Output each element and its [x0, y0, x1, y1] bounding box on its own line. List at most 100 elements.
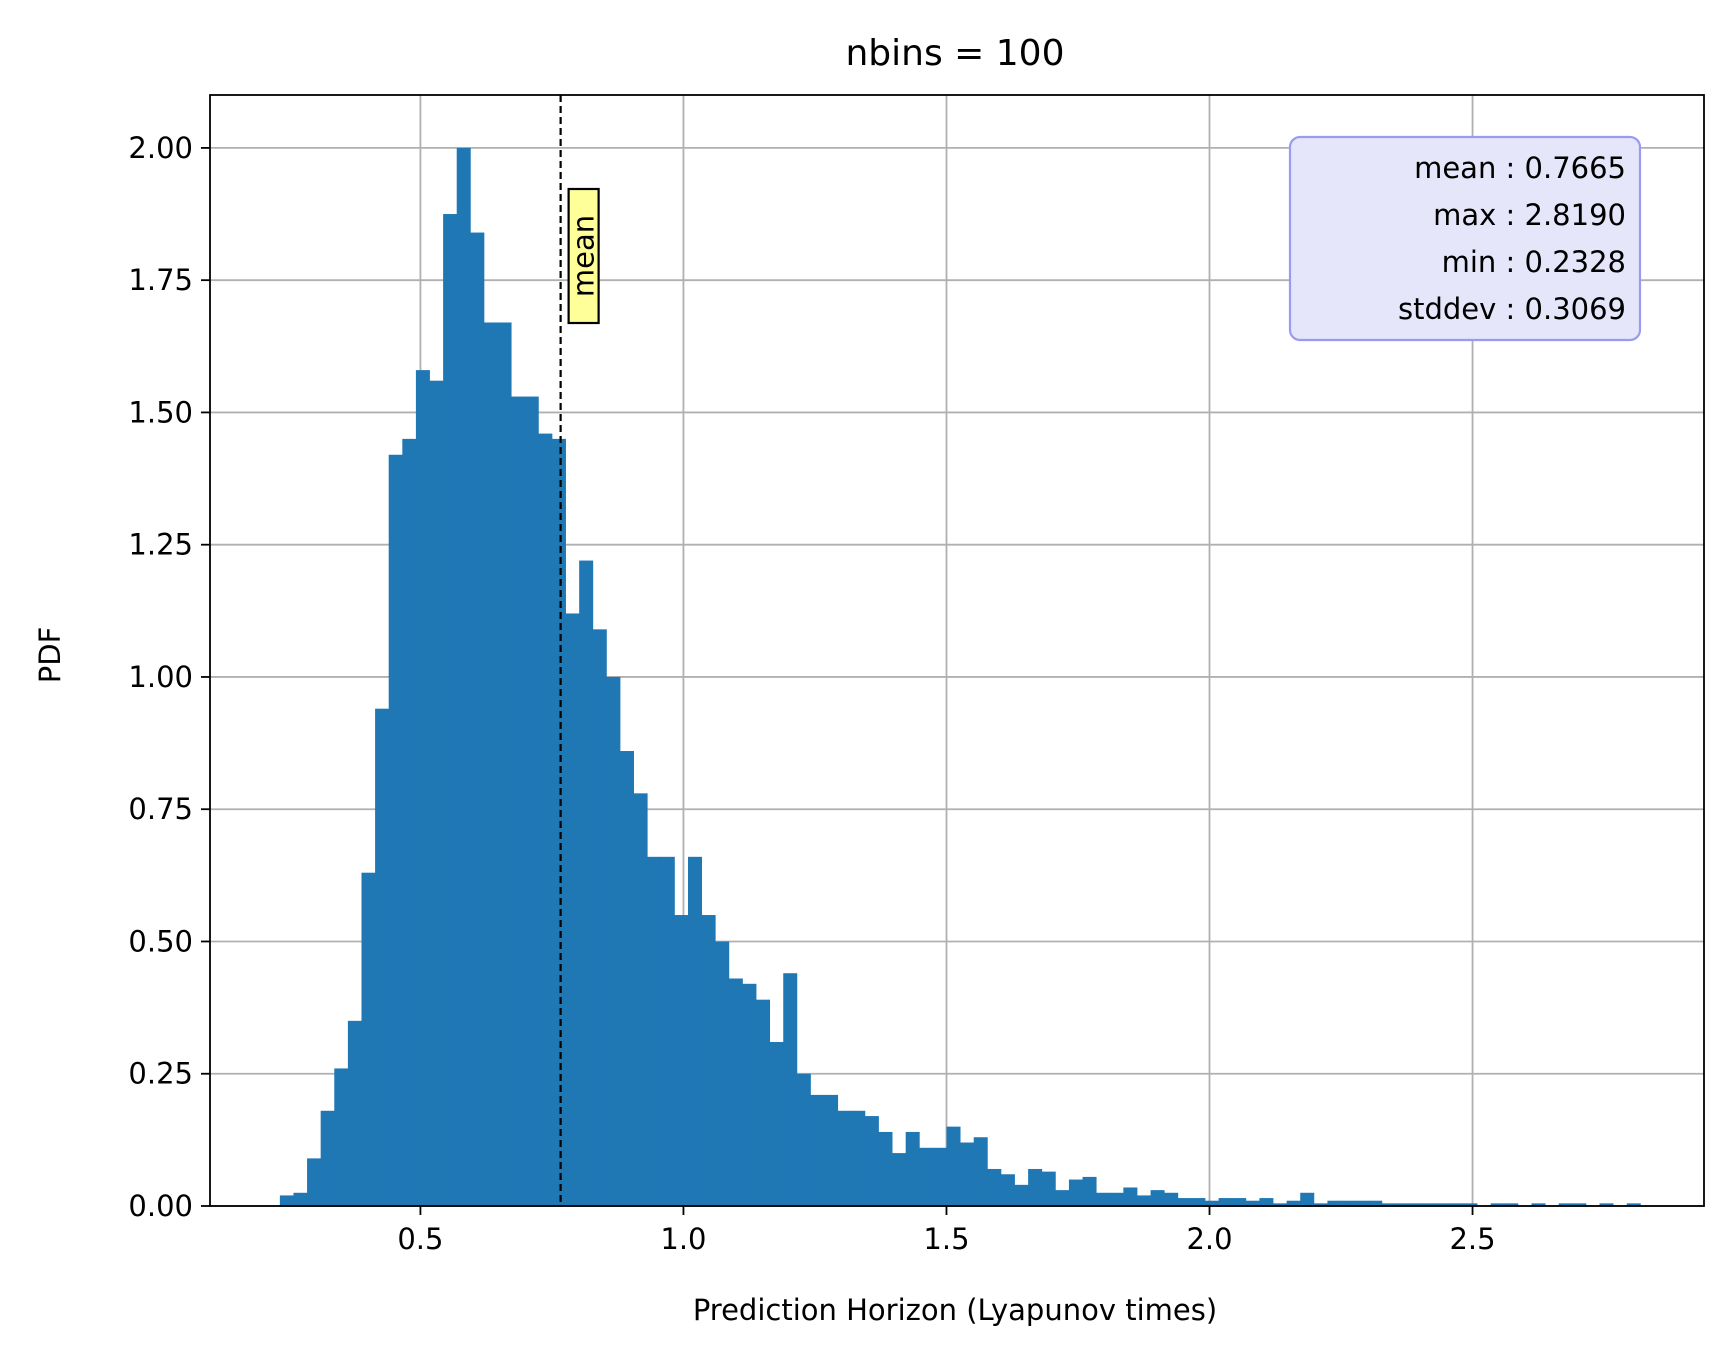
y-tick-label: 1.50	[128, 395, 193, 429]
histogram-bar	[1164, 1192, 1179, 1206]
histogram-bar	[415, 370, 430, 1207]
y-axis-ticks: 0.00 0.25 0.50 0.75 1.00 1.25 1.50 1.75 2.00	[128, 131, 210, 1223]
histogram-bar	[1558, 1203, 1573, 1206]
histogram-bar	[1286, 1200, 1301, 1206]
histogram-bar	[456, 147, 471, 1206]
histogram-bar	[470, 232, 485, 1207]
histogram-bar	[361, 872, 376, 1206]
histogram-bar	[279, 1195, 294, 1206]
plot-frame	[209, 94, 1705, 1207]
x-tick-label: 0.5	[397, 1222, 443, 1256]
histogram-bar	[1109, 1192, 1124, 1206]
histogram-bar	[1191, 1198, 1206, 1206]
histogram-bar	[824, 1094, 839, 1206]
x-axis-label: Prediction Horizon (Lyapunov times)	[693, 1293, 1217, 1327]
histogram-bar	[1055, 1190, 1070, 1206]
histogram-bar	[688, 856, 703, 1206]
histogram-bar	[375, 708, 390, 1206]
histogram-bar	[388, 454, 403, 1206]
histogram-bar	[701, 915, 716, 1206]
histogram-bar	[483, 322, 498, 1206]
y-tick-label: 0.75	[128, 792, 193, 826]
histogram-bar	[892, 1153, 907, 1206]
histogram-bar	[565, 613, 580, 1206]
histogram-bar	[1041, 1171, 1056, 1206]
histogram-bar	[810, 1094, 825, 1206]
histogram-bar	[524, 396, 539, 1206]
histogram-bar	[1626, 1203, 1641, 1206]
stats-stddev-text: stddev : 0.3069	[1398, 292, 1626, 326]
stats-mean-text: mean : 0.7665	[1414, 151, 1626, 185]
histogram-bar	[402, 438, 417, 1206]
histogram-bar	[756, 999, 771, 1206]
histogram-bar	[1014, 1184, 1029, 1206]
histogram-bar	[293, 1192, 308, 1206]
y-tick-label: 1.75	[128, 263, 193, 297]
histogram-bar	[946, 1126, 961, 1206]
histogram-bar	[1082, 1176, 1097, 1206]
histogram-bar	[1368, 1200, 1383, 1206]
histogram-bar	[1245, 1200, 1260, 1206]
histogram-bar	[1273, 1203, 1288, 1206]
y-axis-label: PDF	[33, 627, 67, 684]
histogram-bar	[960, 1142, 975, 1206]
histogram-bar	[1409, 1203, 1424, 1206]
histogram-bar	[769, 1041, 784, 1206]
histogram-bar	[1381, 1203, 1396, 1206]
histogram-bar	[633, 793, 648, 1206]
histogram-bar	[1096, 1192, 1111, 1206]
mean-label-box	[567, 187, 600, 325]
histogram-bar	[1422, 1203, 1437, 1206]
histogram-bar	[796, 1073, 811, 1206]
histogram-bar	[1490, 1203, 1505, 1206]
histogram-bar	[1327, 1200, 1342, 1206]
histogram-bar	[1204, 1200, 1219, 1206]
histogram-bar	[1123, 1187, 1138, 1206]
y-tick-label: 0.00	[128, 1189, 193, 1223]
x-tick-label: 1.0	[660, 1222, 706, 1256]
histogram-bar	[307, 1158, 322, 1206]
histogram-bar	[837, 1110, 852, 1206]
histogram-bar	[674, 915, 689, 1206]
histogram-bar	[1150, 1190, 1165, 1206]
histogram-bar	[443, 214, 458, 1207]
histogram-bar	[579, 560, 594, 1206]
histogram-bar	[1177, 1198, 1192, 1206]
histogram-bar	[1354, 1200, 1369, 1206]
histogram-bar	[606, 676, 621, 1206]
histogram-bar	[1463, 1203, 1478, 1206]
histogram-bar	[1313, 1203, 1328, 1206]
y-tick-label: 0.25	[128, 1057, 193, 1091]
histogram-bar	[878, 1131, 893, 1206]
y-tick-label: 1.25	[128, 528, 193, 562]
histogram-bar	[1599, 1203, 1614, 1206]
stats-box: mean : 0.7665 max : 2.8190 min : 0.2328 …	[1288, 135, 1642, 342]
histogram-bar	[1449, 1203, 1464, 1206]
histogram-bar	[932, 1147, 947, 1206]
histogram-bar	[1028, 1168, 1043, 1206]
histogram-bar	[1300, 1192, 1315, 1206]
chart-title: nbins = 100	[845, 33, 1064, 74]
histogram-bar	[592, 629, 607, 1206]
histogram-bar	[1232, 1198, 1247, 1206]
mean-label: mean	[567, 187, 601, 325]
histogram-bar	[1395, 1203, 1410, 1206]
histogram-bar	[715, 941, 730, 1206]
y-tick-label: 1.00	[128, 660, 193, 694]
histogram-bar	[511, 396, 526, 1206]
x-tick-label: 2.0	[1186, 1222, 1232, 1256]
y-tick-label: 2.00	[128, 131, 193, 165]
histogram-bar	[1218, 1198, 1233, 1206]
histogram-bar	[1436, 1203, 1451, 1206]
histogram-bar	[347, 1020, 362, 1206]
histogram-bar	[1000, 1174, 1015, 1206]
histogram-bar	[851, 1110, 866, 1206]
histogram-bar	[1068, 1179, 1083, 1206]
histogram-bar	[1259, 1198, 1274, 1206]
histogram-bar	[497, 322, 512, 1206]
y-tick-label: 0.50	[128, 924, 193, 958]
histogram-bar	[320, 1110, 335, 1206]
x-tick-label: 1.5	[923, 1222, 969, 1256]
histogram-bar	[1136, 1195, 1151, 1206]
